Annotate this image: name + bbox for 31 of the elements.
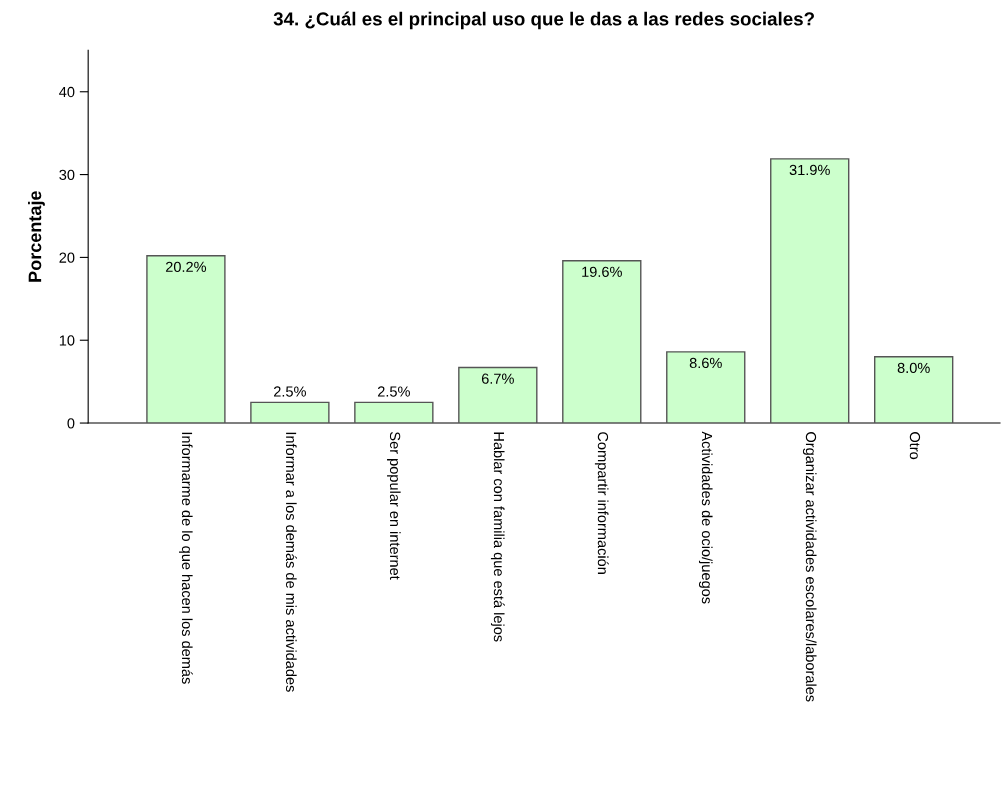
- data-label: 8.0%: [897, 362, 930, 374]
- y-tick-label: 30: [59, 169, 75, 181]
- y-tick-label: 40: [59, 86, 75, 98]
- bar: [458, 366, 538, 424]
- x-tick-label: Otro: [909, 432, 921, 460]
- x-tick-label: Actividades de ocio/juegos: [698, 431, 713, 604]
- data-label: 19.6%: [582, 266, 622, 277]
- bar: [562, 260, 642, 424]
- chart-title: 34. ¿Cuál es el principal uso que le das a las redes sociales?: [273, 11, 814, 30]
- bar: [250, 401, 330, 424]
- y-axis-title: Porcentaje: [28, 191, 45, 282]
- bar: [874, 356, 954, 424]
- x-tick-label: Informar a los demás de mis actividades: [285, 432, 297, 692]
- bar: [354, 401, 434, 424]
- data-label: 8.6%: [689, 357, 722, 369]
- x-tick-label: Ser popular en internet: [387, 432, 401, 580]
- bar: [666, 351, 746, 424]
- y-tick-label: 20: [59, 252, 75, 263]
- bar: [146, 255, 226, 424]
- x-tick-label: Organizar actividades escolares/laborales: [802, 432, 817, 702]
- data-label: 2.5%: [377, 386, 410, 397]
- bar: [770, 158, 850, 424]
- data-label: 6.7%: [481, 373, 514, 384]
- x-tick-label: Informarme de lo que hacen los demás: [179, 432, 193, 684]
- data-label: 2.5%: [273, 386, 306, 397]
- x-tick-label: Compartir información: [594, 432, 609, 574]
- x-tick-label: Hablar con familia que está lejos: [490, 432, 505, 642]
- y-tick-label: 0: [67, 418, 75, 429]
- y-tick-label: 10: [59, 335, 75, 346]
- data-label: 31.9%: [789, 164, 830, 176]
- data-label: 20.2%: [165, 261, 207, 273]
